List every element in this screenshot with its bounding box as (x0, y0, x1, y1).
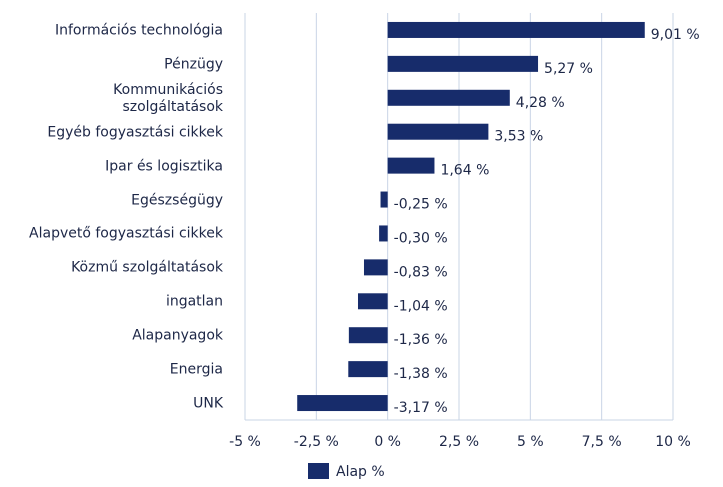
y-tick-label: ingatlan (165, 293, 223, 310)
bar (348, 327, 388, 344)
y-tick-label: Ipar és logisztika (105, 158, 223, 175)
bar (387, 89, 510, 106)
data-label: 4,28 % (516, 95, 565, 111)
y-tick-label: Alapvető fogyasztási cikkek (29, 225, 223, 242)
data-label: -0,25 % (394, 197, 448, 213)
y-tick-label: Alapanyagok (132, 327, 223, 344)
x-tick-label: 5 % (517, 434, 544, 450)
y-tick-label: Információs technológia (54, 22, 223, 39)
data-label: -3,17 % (394, 400, 448, 416)
data-label: 1,64 % (440, 163, 489, 179)
y-tick-label: Közmű szolgáltatások (71, 259, 223, 276)
x-tick-label: -5 % (229, 434, 261, 450)
bar (387, 157, 435, 174)
legend-label: Alap % (336, 464, 385, 480)
legend-swatch (308, 463, 329, 479)
x-tick-label: 7,5 % (582, 434, 622, 450)
y-tick-label: UNK (193, 395, 223, 412)
bar (297, 395, 388, 412)
bar (387, 55, 539, 72)
bar (357, 293, 388, 310)
bar (387, 21, 645, 38)
y-tick-label: Energia (169, 361, 223, 378)
x-tick-label: 0 % (374, 434, 401, 450)
data-label: -1,04 % (394, 298, 448, 314)
x-tick-label: 2,5 % (439, 434, 479, 450)
y-tick-label: Egészségügy (131, 192, 223, 209)
data-label: -0,83 % (394, 264, 448, 280)
y-tick-label: Egyéb fogyasztási cikkek (47, 124, 223, 141)
data-label: 5,27 % (544, 61, 593, 77)
x-tick-label: -2,5 % (294, 434, 339, 450)
y-tick-label: Kommunikációs szolgáltatások (113, 81, 223, 115)
bar (363, 259, 388, 276)
bar (380, 191, 388, 208)
x-tick-label: 10 % (655, 434, 691, 450)
data-label: -1,36 % (394, 332, 448, 348)
bar (379, 225, 388, 242)
data-label: -1,38 % (394, 366, 448, 382)
data-label: 9,01 % (651, 27, 700, 43)
y-tick-label: Pénzügy (164, 56, 223, 73)
data-label: -0,30 % (394, 230, 448, 246)
bar (348, 361, 388, 378)
data-label: 3,53 % (494, 129, 543, 145)
bar (387, 123, 489, 140)
